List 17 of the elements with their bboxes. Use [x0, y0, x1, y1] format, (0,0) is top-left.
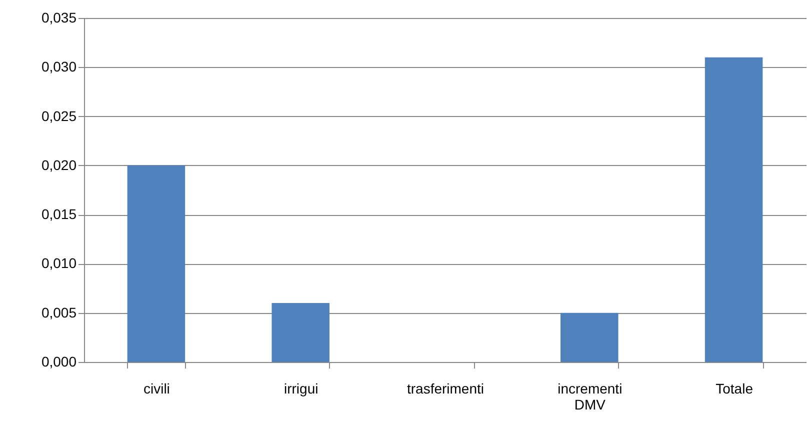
x-tick-label: trasferimenti: [406, 380, 484, 396]
y-tick-label: 0,035: [41, 10, 77, 26]
bar: [127, 165, 186, 362]
y-tick-label: 0,005: [41, 304, 77, 320]
x-tick-label: Totale: [716, 380, 754, 396]
bar: [704, 57, 763, 362]
y-tick-label: 0,015: [41, 206, 77, 222]
y-tick-label: 0,025: [41, 108, 77, 124]
x-tick-label: civili: [143, 380, 170, 396]
bar: [560, 312, 618, 362]
x-tick-label: incrementi DMV: [558, 380, 622, 412]
y-tick-label: 0,000: [41, 354, 77, 370]
bar: [272, 303, 330, 362]
y-tick-label: 0,030: [41, 58, 77, 75]
y-tick-label: 0,010: [41, 255, 77, 272]
x-tick-label: irrigui: [284, 380, 318, 396]
y-tick-label: 0,020: [41, 156, 77, 173]
